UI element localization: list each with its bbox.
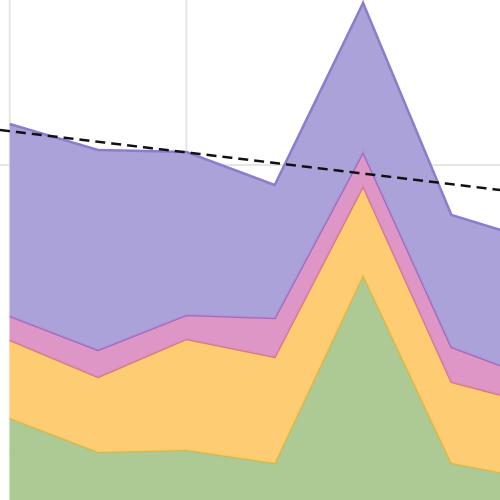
area-edge [9, 0, 500, 232]
trend-line [0, 128, 500, 192]
area [9, 186, 500, 473]
area [9, 275, 500, 500]
area [9, 152, 500, 395]
area [9, 3, 500, 366]
